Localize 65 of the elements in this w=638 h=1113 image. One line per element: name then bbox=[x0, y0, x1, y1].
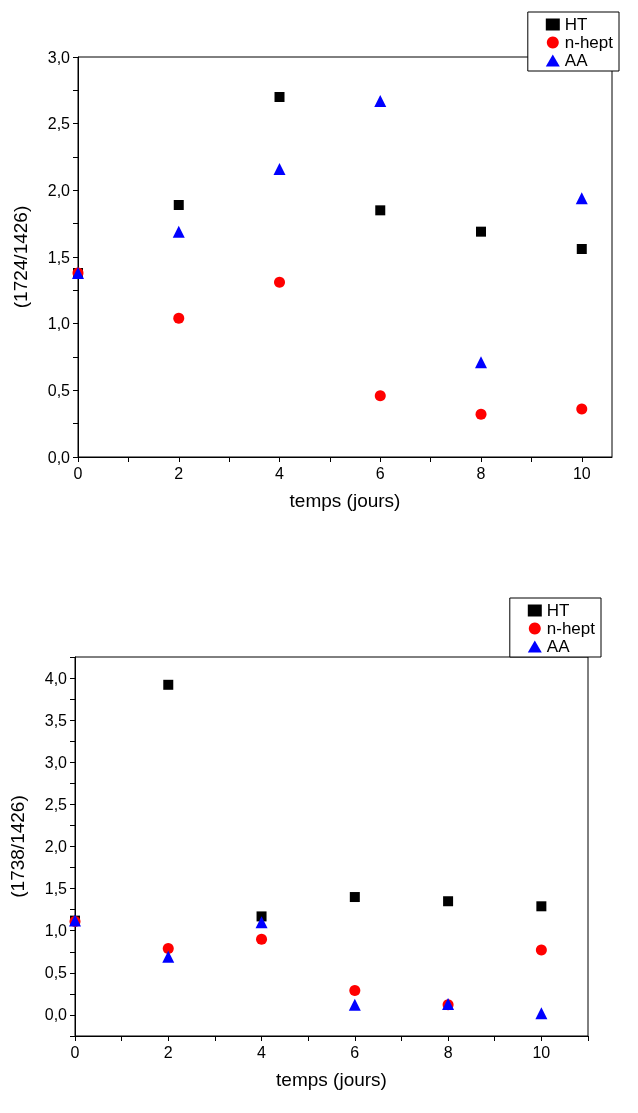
y-tick-label: 0,5 bbox=[47, 381, 71, 399]
x-tick-label: 4 bbox=[257, 1043, 267, 1061]
y-tick-label: 2,5 bbox=[47, 115, 71, 133]
x-tick-label: 8 bbox=[476, 464, 486, 482]
x-tick-label: 8 bbox=[443, 1043, 453, 1061]
y-tick-label: 2,0 bbox=[44, 838, 68, 855]
point bbox=[535, 944, 547, 956]
point bbox=[274, 92, 285, 102]
point bbox=[535, 1007, 548, 1020]
x-tick-label: 2 bbox=[174, 464, 184, 482]
y-tick-label: 3,0 bbox=[44, 753, 68, 771]
point bbox=[273, 163, 286, 175]
point bbox=[536, 901, 547, 912]
x-tick-label: 6 bbox=[375, 464, 385, 482]
y-tick-label: 1,5 bbox=[47, 248, 71, 266]
y-tick-label: 2,5 bbox=[44, 795, 68, 813]
x-axis-title: temps (jours) bbox=[289, 490, 401, 511]
point bbox=[575, 192, 588, 205]
point bbox=[256, 933, 268, 945]
point bbox=[172, 225, 185, 238]
point bbox=[475, 356, 488, 369]
x-axis-title: temps (jours) bbox=[276, 1069, 387, 1090]
x-tick-label: 10 bbox=[572, 464, 591, 482]
legend-label: HT bbox=[546, 601, 570, 620]
point bbox=[173, 312, 185, 324]
y-tick-label: 3,5 bbox=[44, 711, 68, 729]
legend-label: n-hept bbox=[564, 33, 614, 52]
x-tick-label: 0 bbox=[70, 1043, 80, 1061]
y-tick-label: 4,0 bbox=[44, 669, 68, 687]
legend-label: n-hept bbox=[546, 619, 596, 638]
y-tick-label: 2,0 bbox=[47, 181, 71, 199]
y-tick-label: 0,0 bbox=[44, 1006, 68, 1024]
legend-label: AA bbox=[564, 51, 589, 70]
x-tick-label: 4 bbox=[275, 464, 285, 482]
point bbox=[173, 200, 184, 210]
point bbox=[255, 916, 268, 929]
point bbox=[374, 390, 386, 402]
y-tick-label: 1,0 bbox=[47, 315, 71, 333]
point bbox=[576, 403, 588, 415]
x-tick-label: 10 bbox=[532, 1043, 551, 1061]
point bbox=[349, 892, 360, 903]
y-tick-label: 0,0 bbox=[47, 448, 71, 466]
point bbox=[443, 896, 454, 907]
point bbox=[348, 998, 361, 1011]
x-tick-label: 2 bbox=[163, 1043, 173, 1061]
x-tick-label: 6 bbox=[350, 1043, 360, 1061]
legend-label: AA bbox=[546, 637, 571, 656]
point bbox=[274, 276, 286, 288]
y-tick-label: 1,5 bbox=[44, 880, 68, 898]
x-tick-label: 0 bbox=[73, 464, 83, 482]
point bbox=[475, 408, 487, 420]
y-tick-label: 0,5 bbox=[44, 964, 68, 982]
y-tick-label: 1,0 bbox=[44, 922, 68, 940]
point bbox=[162, 942, 174, 954]
y-axis-title: (1724/1426) bbox=[10, 205, 31, 309]
point bbox=[374, 95, 387, 107]
y-axis-title: (1738/1426) bbox=[7, 795, 28, 898]
legend-label: HT bbox=[564, 15, 588, 34]
point bbox=[163, 679, 174, 690]
point bbox=[576, 244, 587, 254]
point bbox=[349, 985, 361, 997]
y-tick-label: 3,0 bbox=[47, 48, 71, 66]
point bbox=[375, 205, 386, 216]
point bbox=[162, 950, 175, 963]
point bbox=[476, 226, 487, 237]
